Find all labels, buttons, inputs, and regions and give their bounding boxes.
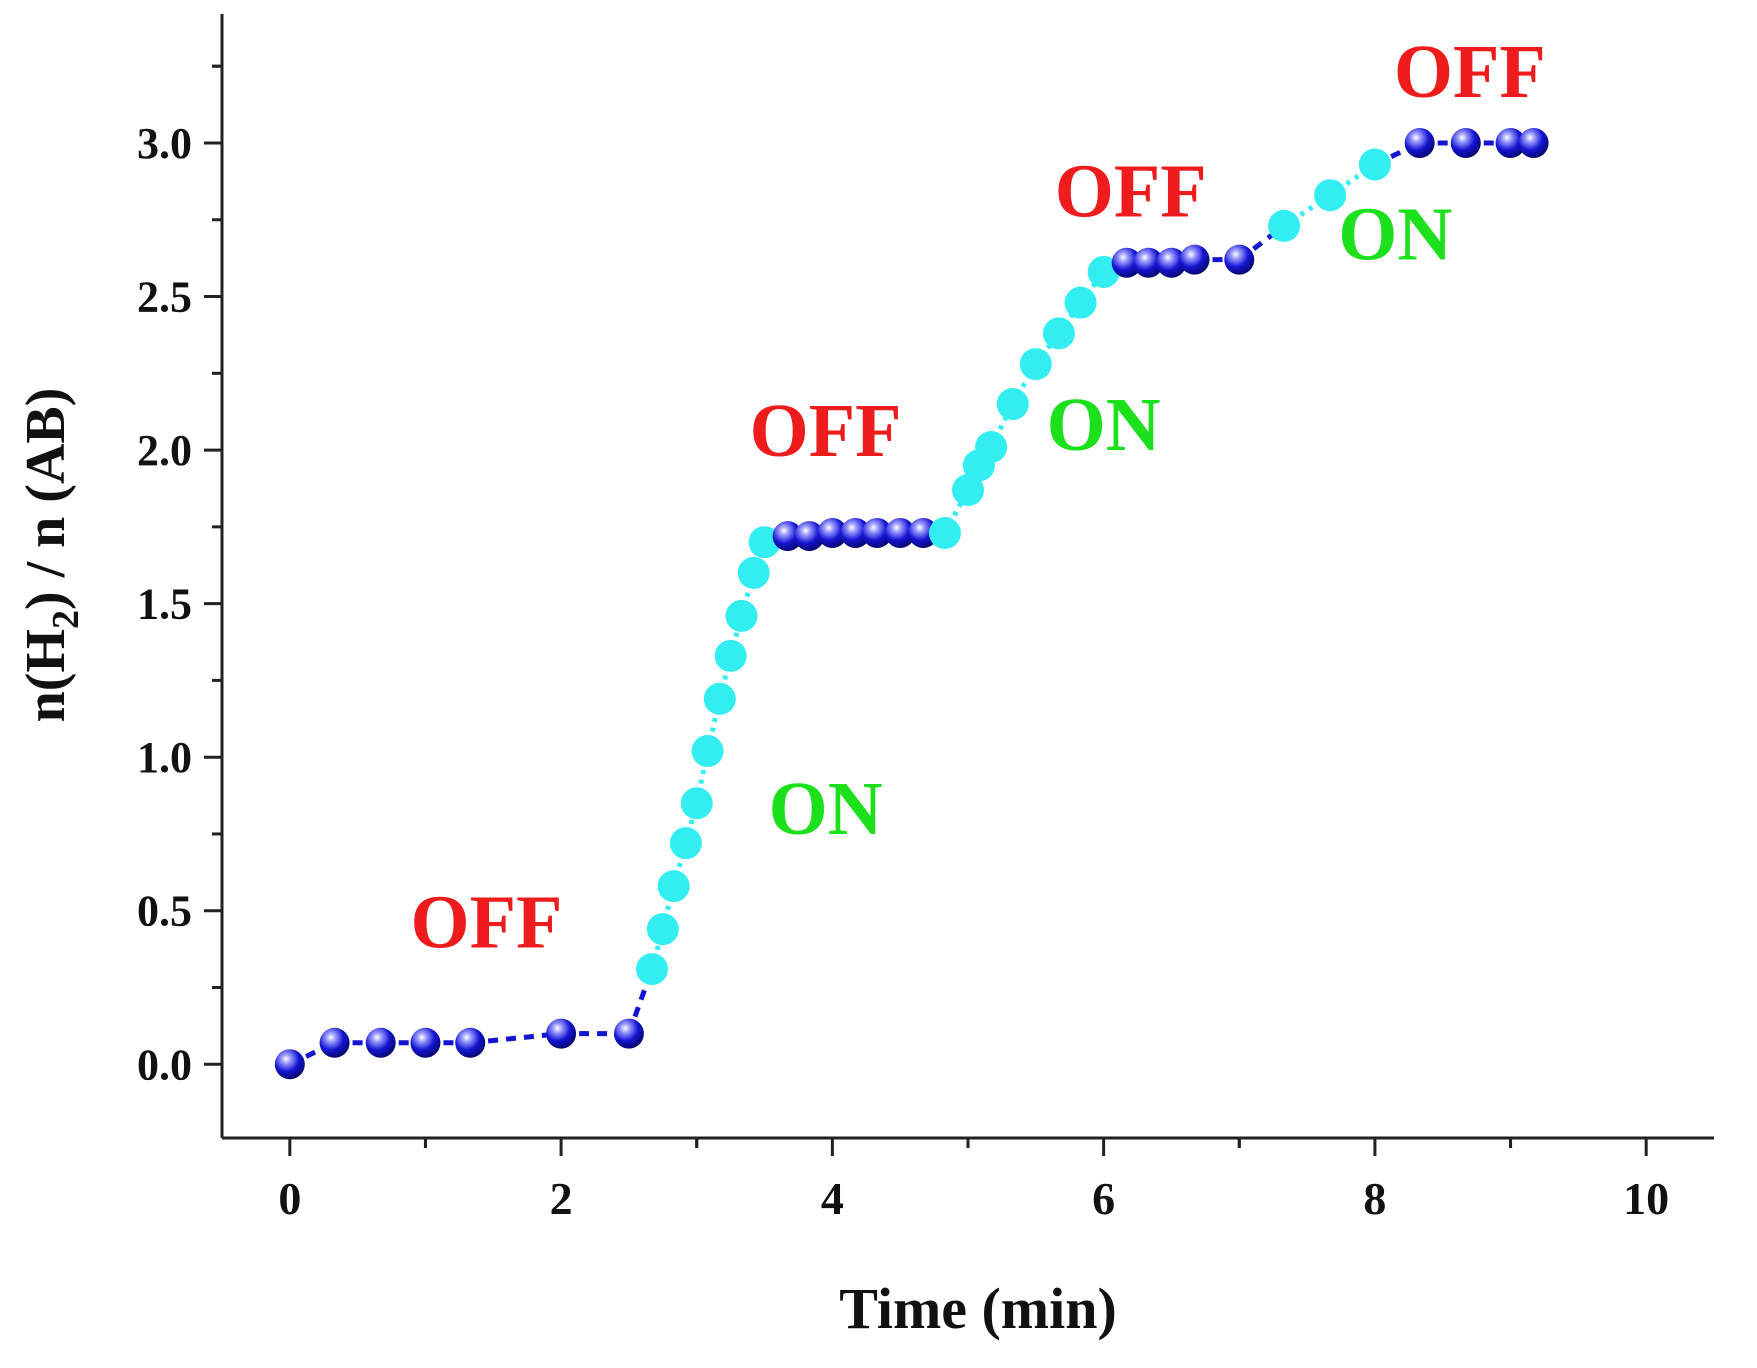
data-point-on [1268, 209, 1301, 242]
data-point-on [996, 388, 1029, 421]
data-point-on [975, 431, 1008, 464]
annotation-on: ON [769, 767, 883, 851]
data-point-on [1064, 286, 1097, 319]
data-point-off [1133, 247, 1164, 278]
annotation-on: ON [1338, 193, 1452, 277]
data-point-off [1111, 247, 1142, 278]
y-tick-label: 2.5 [137, 273, 192, 322]
data-point-off [455, 1027, 486, 1058]
data-point-off [794, 521, 825, 552]
data-point-on [1087, 255, 1120, 288]
y-axis-title: n(H2) / n (AB) [15, 388, 87, 723]
data-point-on [657, 870, 690, 903]
data-point-on [1314, 179, 1347, 212]
y-tick-label: 1.0 [137, 733, 192, 782]
data-point-off [1450, 127, 1481, 158]
x-tick-label: 6 [1092, 1173, 1115, 1224]
data-point-on [669, 827, 702, 860]
data-point-off [1179, 244, 1210, 275]
data-point-on [703, 682, 736, 715]
data-point-on [1019, 348, 1052, 381]
data-point-off [1156, 247, 1187, 278]
connector-segment [728, 615, 744, 657]
y-tick-label: 0.0 [137, 1040, 192, 1089]
data-point-off [817, 518, 848, 549]
annotation-off: OFF [411, 881, 563, 965]
data-point-off [908, 518, 939, 549]
tick-labels: 0 2 4 6 8 10 0.0 0.5 1.0 1.5 2.0 2.5 3.0 [137, 119, 1669, 1224]
annotation-off: OFF [1394, 30, 1546, 114]
connector-segment [683, 802, 700, 844]
data-point-off [274, 1049, 305, 1080]
x-tick-label: 4 [821, 1173, 844, 1224]
connector-segment [739, 572, 757, 617]
data-points [274, 127, 1549, 1080]
data-point-off [840, 518, 871, 549]
data-point-on [1042, 317, 1075, 350]
x-tick-label: 0 [278, 1173, 301, 1224]
data-point-off [862, 518, 893, 549]
data-point-off [410, 1027, 441, 1058]
connector-segment [660, 885, 677, 930]
annotation-off: OFF [750, 389, 902, 473]
data-point-off [1495, 127, 1526, 158]
data-point-on [748, 526, 781, 559]
data-point-off [772, 521, 803, 552]
data-point-on [646, 913, 679, 946]
y-tick-label: 0.5 [137, 887, 192, 936]
annotations: OFF ON OFF ON OFF ON OFF [411, 30, 1546, 965]
data-point-on [680, 787, 713, 820]
y-axis-title-suffix: ) / n (AB) [15, 388, 77, 610]
data-point-off [885, 518, 916, 549]
x-tick-label: 10 [1623, 1173, 1669, 1224]
annotation-on: ON [1047, 383, 1161, 467]
x-axis-title: Time (min) [839, 1276, 1117, 1341]
connector-segment [717, 655, 734, 700]
data-point-off [365, 1027, 396, 1058]
y-tick-label: 1.5 [137, 580, 192, 629]
connector-segment [671, 842, 689, 887]
axes [220, 14, 1714, 1140]
y-tick-label: 2.0 [137, 426, 192, 475]
y-axis-title-prefix: n(H [15, 629, 77, 722]
x-tick-label: 2 [550, 1173, 573, 1224]
data-point-on [928, 517, 961, 550]
annotation-off: OFF [1055, 150, 1207, 234]
x-tick-label: 8 [1363, 1173, 1386, 1224]
data-point-off [1404, 127, 1435, 158]
connector-segment [649, 928, 666, 970]
data-point-on [714, 639, 747, 672]
y-tick-label: 3.0 [137, 119, 192, 168]
connector-segment [1010, 362, 1038, 406]
data-point-on [1358, 148, 1391, 181]
data-point-on [691, 735, 724, 768]
data-point-on [635, 953, 668, 986]
data-point-off [613, 1018, 644, 1049]
data-point-on [952, 474, 984, 507]
data-point-off [1518, 127, 1549, 158]
y-axis-title-subscript: 2 [45, 610, 87, 629]
data-point-off [1224, 244, 1255, 275]
data-point-off [546, 1018, 577, 1049]
connector-segment [469, 1031, 562, 1046]
data-point-on [737, 556, 770, 589]
tick-marks [204, 64, 1648, 1156]
data-point-on [725, 599, 758, 632]
data-point-off [319, 1027, 350, 1058]
